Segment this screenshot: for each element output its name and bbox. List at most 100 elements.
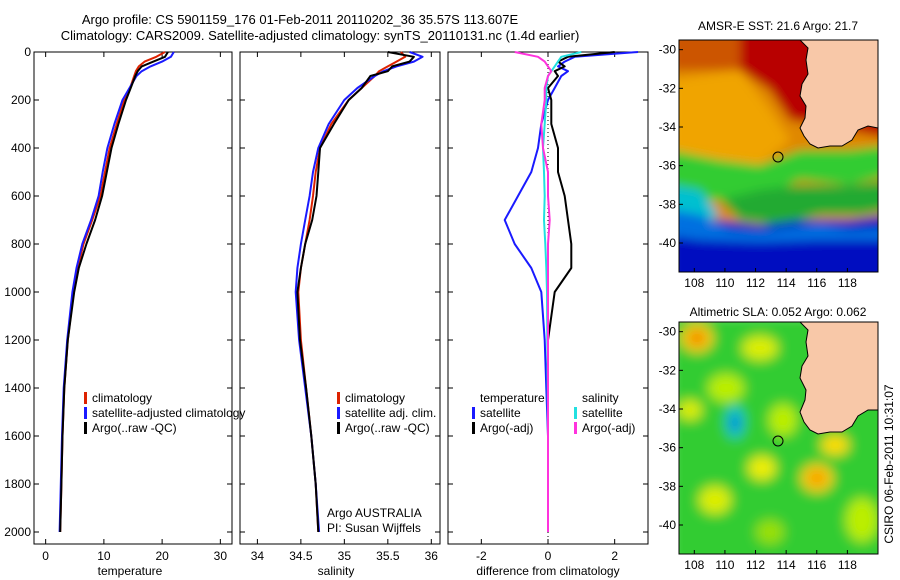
legend-heading-temperature: temperature: [480, 391, 545, 405]
x-tick-label: 2: [611, 549, 618, 563]
temperature-xlabel: temperature: [98, 564, 163, 578]
series-line-argo-raw-qc-: [59, 51, 169, 533]
y-tick-label: -34: [659, 120, 677, 134]
x-tick-label: 118: [838, 276, 857, 290]
legend-swatch-satellite: [84, 407, 87, 419]
y-tick-label: 1400: [4, 381, 31, 395]
legend-swatch-sal-argo: [574, 422, 577, 434]
y-tick-label: 1800: [4, 477, 31, 491]
series-line-argo-raw-qc-: [296, 51, 415, 533]
legend-swatch-climatology: [337, 392, 340, 404]
sla-map-frame: [678, 321, 879, 555]
legend-label-sal-satellite: satellite: [582, 406, 623, 420]
legend-swatch-argo: [337, 422, 340, 434]
y-tick-label: 1000: [4, 285, 31, 299]
x-tick-label: 35.5: [376, 549, 400, 563]
legend-swatch-satellite: [337, 407, 340, 419]
sst-map-frame: [678, 39, 879, 273]
y-tick-label: -40: [659, 518, 677, 532]
salinity-axes-frame: [239, 51, 441, 545]
legend-swatch-climatology: [84, 392, 87, 404]
legend-swatch-temp-satellite: [472, 407, 475, 419]
sst-field: [679, 40, 878, 272]
x-tick-label: 112: [746, 558, 765, 572]
difference-panel: -2 0 2: [447, 51, 649, 563]
sst-map-title: AMSR-E SST: 21.6 Argo: 21.7: [698, 19, 858, 33]
legend-swatch-temp-argo: [472, 422, 475, 434]
y-tick-label: 400: [11, 141, 31, 155]
x-tick-label: 0: [42, 549, 49, 563]
legend-label-argo: Argo(..raw -QC): [345, 421, 430, 435]
legend-label-satellite: satellite-adjusted climatology: [92, 406, 245, 420]
y-tick-label: 1200: [4, 333, 31, 347]
x-tick-label: 116: [807, 558, 826, 572]
x-tick-label: 34: [251, 549, 265, 563]
legend-label-temp-satellite: satellite: [480, 406, 521, 420]
x-tick-label: 34.5: [289, 549, 313, 563]
y-tick-label: -32: [659, 81, 677, 95]
float-pi-label: PI: Susan Wijffels: [327, 521, 421, 535]
y-tick-label: -36: [659, 441, 677, 455]
x-tick-label: 36: [425, 549, 439, 563]
y-tick-label: 2000: [4, 525, 31, 539]
x-tick-label: 110: [715, 276, 734, 290]
legend-label-temp-argo: Argo(-adj): [480, 421, 533, 435]
legend-label-argo: Argo(..raw -QC): [92, 421, 177, 435]
y-tick-label: -32: [659, 363, 677, 377]
x-tick-label: 118: [838, 558, 857, 572]
figure-title-line2: Climatology: CARS2009. Satellite-adjuste…: [61, 28, 580, 43]
salinity-xlabel: salinity: [318, 564, 355, 578]
legend-heading-salinity: salinity: [582, 391, 619, 405]
legend-label-sal-argo: Argo(-adj): [582, 421, 635, 435]
x-tick-label: 114: [777, 558, 796, 572]
x-tick-label: 116: [807, 276, 826, 290]
y-tick-label: -30: [659, 43, 677, 57]
salinity-legend: climatology satellite adj. clim. Argo(..…: [327, 391, 436, 535]
x-tick-label: -2: [476, 549, 487, 563]
y-tick-label: 200: [11, 93, 31, 107]
argo-float-marker: [772, 151, 784, 163]
x-tick-label: 30: [214, 549, 228, 563]
x-tick-label: 0: [545, 549, 552, 563]
land-mass: [799, 322, 878, 435]
x-tick-label: 35: [338, 549, 352, 563]
y-tick-label: 1600: [4, 429, 31, 443]
x-tick-label: 108: [684, 276, 704, 290]
sst-map: AMSR-E SST: 21.6 Argo: 21.7 108 110 112 114…: [659, 19, 879, 290]
temperature-axes-frame: [33, 51, 233, 545]
x-tick-label: 10: [97, 549, 111, 563]
land-mass: [799, 40, 878, 149]
sla-field: [679, 322, 878, 554]
y-tick-label: -38: [659, 197, 677, 211]
difference-legend: temperature satellite Argo(-adj) salinit…: [472, 391, 635, 435]
salinity-panel: 34 34.5 35 35.5 36: [239, 51, 441, 563]
figure-title-line1: Argo profile: CS 5901159_176 01-Feb-2011…: [82, 12, 519, 27]
x-tick-label: 110: [715, 558, 734, 572]
y-tick-label: -40: [659, 236, 677, 250]
y-tick-label: 600: [11, 189, 31, 203]
temperature-panel: 0 10 20 30 0 200 400 600 800 1000 1200 1400 1600 1800…: [4, 45, 233, 563]
temperature-legend: climatology satellite-adjusted climatolo…: [84, 391, 245, 435]
legend-label-satellite: satellite adj. clim.: [345, 406, 436, 420]
x-tick-label: 114: [777, 276, 796, 290]
series-line-salinity-argo-adj-: [514, 51, 553, 532]
x-tick-label: 108: [684, 558, 704, 572]
legend-label-climatology: climatology: [92, 391, 152, 405]
y-tick-label: -36: [659, 159, 677, 173]
x-tick-label: 112: [746, 276, 765, 290]
csiro-timestamp: CSIRO 06-Feb-2011 10:31:07: [882, 384, 896, 544]
legend-swatch-argo: [84, 422, 87, 434]
y-tick-label: -38: [659, 479, 677, 493]
sla-map-title: Altimetric SLA: 0.052 Argo: 0.062: [690, 305, 867, 319]
argo-float-marker: [772, 435, 784, 447]
float-program-label: Argo AUSTRALIA: [327, 506, 422, 520]
sla-map: Altimetric SLA: 0.052 Argo: 0.062: [659, 305, 879, 572]
difference-xlabel: difference from climatology: [476, 564, 619, 578]
y-tick-label: 800: [11, 237, 31, 251]
y-tick-label: 0: [24, 45, 31, 59]
y-tick-label: -34: [659, 402, 677, 416]
legend-swatch-sal-satellite: [574, 407, 577, 419]
legend-label-climatology: climatology: [345, 391, 405, 405]
x-tick-label: 20: [155, 549, 169, 563]
